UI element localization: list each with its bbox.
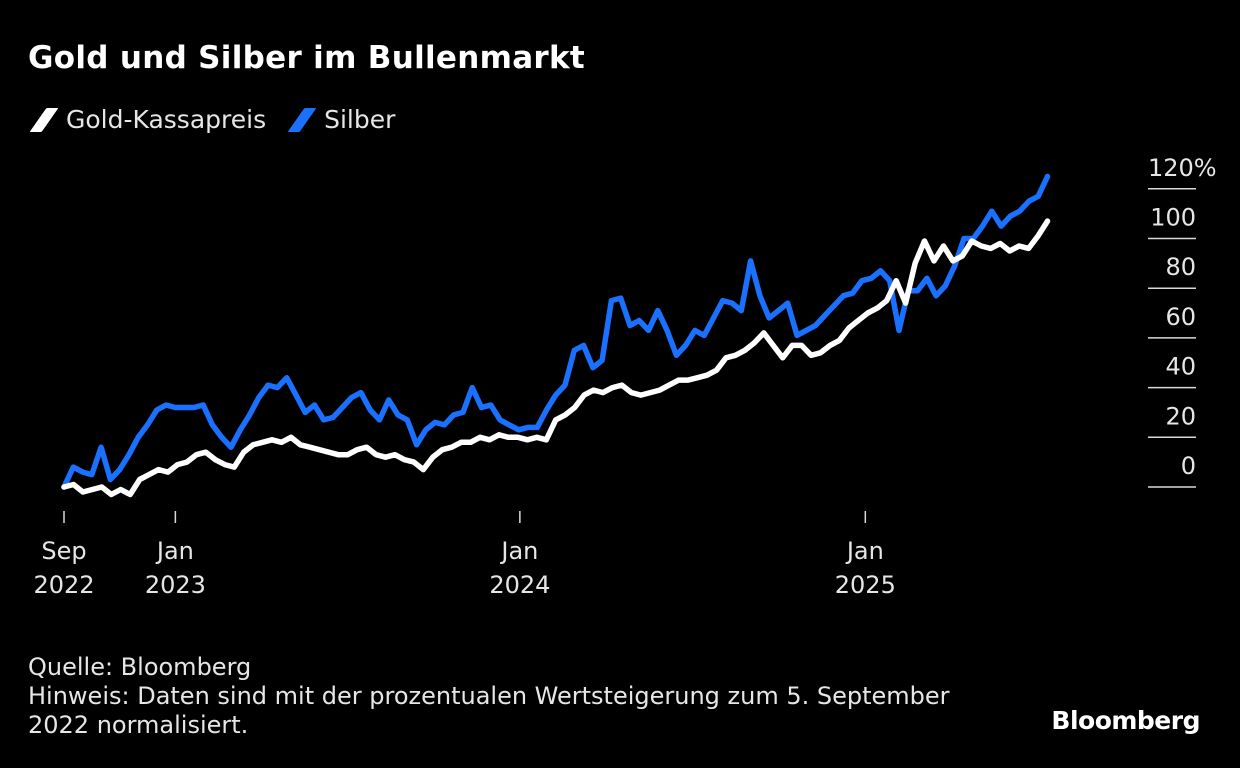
- source-note: Quelle: Bloomberg: [28, 653, 252, 681]
- x-tick-label-year: 2025: [835, 571, 896, 599]
- legend-item-gold: Gold-Kassapreis: [29, 105, 267, 134]
- line-chart: 0 20 40 60 80 100 120% Sep 2022 Jan 2023 Jan 2024 Ja…: [33, 154, 1217, 599]
- y-gridlines: [1148, 188, 1196, 488]
- y-tick-label: 40: [1165, 353, 1196, 381]
- chart-legend: Gold-Kassapreis Silber: [29, 105, 417, 134]
- x-tick-label-year: 2024: [489, 571, 550, 599]
- y-tick-label: 20: [1165, 402, 1196, 430]
- x-tick-label-month: Jan: [499, 537, 538, 565]
- y-axis-labels: 0 20 40 60 80 100 120%: [1148, 154, 1217, 480]
- chart-footer: Quelle: Bloomberg Hinweis: Daten sind mi…: [28, 653, 1008, 740]
- legend-item-silver: Silber: [287, 105, 396, 134]
- y-tick-label: 120%: [1148, 154, 1217, 182]
- series-lines: [61, 173, 1051, 498]
- bloomberg-logo: Bloomberg: [1051, 706, 1200, 735]
- chart-title: Gold und Silber im Bullenmarkt: [28, 40, 586, 76]
- y-tick-label: 60: [1165, 303, 1196, 331]
- x-tick-label-month: Sep: [41, 537, 86, 565]
- gold-series-line: [61, 218, 1051, 498]
- x-tick-label-month: Jan: [845, 537, 884, 565]
- legend-label-gold: Gold-Kassapreis: [66, 105, 267, 134]
- x-tick-label-year: 2023: [145, 571, 206, 599]
- silver-series-line: [61, 173, 1051, 490]
- normalization-note: Hinweis: Daten sind mit der prozentualen…: [28, 682, 950, 739]
- x-axis: Sep 2022 Jan 2023 Jan 2024 Jan 2025: [33, 511, 896, 599]
- y-tick-label: 80: [1165, 253, 1196, 281]
- x-tick-label-month: Jan: [155, 537, 194, 565]
- legend-label-silver: Silber: [324, 105, 396, 134]
- x-tick-label-year: 2022: [33, 571, 94, 599]
- y-tick-label: 0: [1181, 452, 1196, 480]
- y-tick-label: 100: [1150, 204, 1196, 232]
